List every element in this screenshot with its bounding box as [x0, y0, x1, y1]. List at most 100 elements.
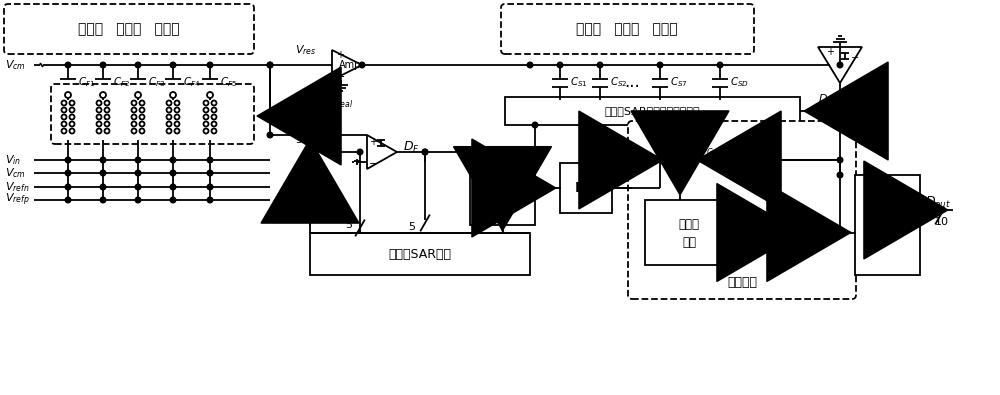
- Circle shape: [175, 128, 180, 134]
- Circle shape: [207, 197, 213, 203]
- Text: $V_{cm}$: $V_{cm}$: [5, 166, 26, 180]
- Circle shape: [212, 107, 216, 113]
- Circle shape: [204, 122, 208, 126]
- Text: Amp: Amp: [339, 60, 361, 70]
- Text: $G_{real}$: $G_{real}$: [328, 96, 354, 110]
- Circle shape: [100, 157, 106, 163]
- Text: 5: 5: [822, 237, 829, 246]
- Circle shape: [104, 100, 110, 105]
- Text: 5: 5: [408, 222, 415, 232]
- Circle shape: [135, 92, 141, 98]
- Text: $-$: $-$: [850, 51, 860, 61]
- Text: $V_{cm}$: $V_{cm}$: [5, 58, 26, 72]
- Circle shape: [135, 157, 141, 163]
- Circle shape: [170, 184, 176, 190]
- Text: $\otimes$: $\otimes$: [672, 151, 688, 169]
- Circle shape: [359, 62, 365, 68]
- Text: $D_S$: $D_S$: [818, 92, 833, 106]
- Circle shape: [212, 122, 216, 126]
- Circle shape: [837, 157, 843, 163]
- Circle shape: [212, 128, 216, 134]
- Circle shape: [212, 100, 216, 105]
- Bar: [560, 163, 612, 213]
- Circle shape: [166, 100, 172, 105]
- Text: $V_{refn}$: $V_{refn}$: [5, 180, 30, 194]
- Circle shape: [166, 115, 172, 120]
- Circle shape: [527, 62, 533, 68]
- Circle shape: [96, 107, 102, 113]
- Circle shape: [204, 115, 208, 120]
- Circle shape: [100, 197, 106, 203]
- Circle shape: [65, 157, 71, 163]
- Text: 第二级SAR逻辑以及开关阵列: 第二级SAR逻辑以及开关阵列: [604, 106, 700, 116]
- Text: PN: PN: [575, 181, 597, 195]
- Circle shape: [100, 62, 106, 68]
- Text: 检测器: 检测器: [492, 200, 513, 213]
- Text: 7: 7: [845, 118, 852, 128]
- Text: $V_{in}$: $V_{in}$: [5, 153, 21, 167]
- Circle shape: [104, 122, 110, 126]
- Circle shape: [104, 128, 110, 134]
- Circle shape: [207, 184, 213, 190]
- Circle shape: [65, 197, 71, 203]
- Text: $D_{out}$: $D_{out}$: [925, 194, 951, 210]
- Circle shape: [170, 197, 176, 203]
- Circle shape: [140, 100, 144, 105]
- Text: 最高位   第一级   最低位: 最高位 第一级 最低位: [78, 22, 180, 36]
- Circle shape: [140, 128, 144, 134]
- Circle shape: [62, 128, 66, 134]
- Circle shape: [135, 62, 141, 68]
- Circle shape: [132, 128, 136, 134]
- Circle shape: [175, 122, 180, 126]
- Circle shape: [207, 170, 213, 176]
- Text: $C_{F3}$: $C_{F3}$: [148, 75, 165, 89]
- Text: $C_{S2}$: $C_{S2}$: [610, 75, 628, 89]
- Text: $C_{F4}$: $C_{F4}$: [183, 75, 201, 89]
- Text: 5: 5: [295, 135, 302, 145]
- Text: $C_{F1}$: $C_{F1}$: [78, 75, 95, 89]
- Circle shape: [422, 149, 428, 155]
- Text: 平均: 平均: [682, 236, 696, 249]
- Circle shape: [207, 157, 213, 163]
- Circle shape: [62, 122, 66, 126]
- Text: 5: 5: [345, 220, 352, 230]
- Text: $V_{refp}$: $V_{refp}$: [5, 192, 30, 208]
- Circle shape: [100, 184, 106, 190]
- Circle shape: [140, 115, 144, 120]
- Circle shape: [837, 230, 843, 235]
- Bar: [855, 175, 920, 275]
- Circle shape: [70, 107, 74, 113]
- Circle shape: [175, 107, 180, 113]
- Circle shape: [204, 107, 208, 113]
- Text: $C_{S1}$: $C_{S1}$: [570, 75, 588, 89]
- Circle shape: [135, 170, 141, 176]
- Text: 10: 10: [935, 217, 949, 227]
- Text: $C_{F5}$: $C_{F5}$: [220, 75, 237, 89]
- Circle shape: [267, 62, 273, 68]
- Circle shape: [62, 115, 66, 120]
- Circle shape: [140, 122, 144, 126]
- Circle shape: [657, 62, 663, 68]
- Text: 最高位   第二级   最低位: 最高位 第二级 最低位: [576, 22, 678, 36]
- Text: 第一级SAR逻辑: 第一级SAR逻辑: [388, 248, 452, 260]
- Text: $C_{S7}$: $C_{S7}$: [670, 75, 688, 89]
- Circle shape: [65, 62, 71, 68]
- Circle shape: [667, 147, 693, 173]
- Circle shape: [132, 122, 136, 126]
- Circle shape: [132, 100, 136, 105]
- Bar: [470, 163, 535, 225]
- Circle shape: [96, 115, 102, 120]
- FancyBboxPatch shape: [4, 4, 254, 54]
- Circle shape: [140, 107, 144, 113]
- Text: 累加取: 累加取: [678, 218, 700, 231]
- Circle shape: [717, 62, 723, 68]
- Circle shape: [166, 107, 172, 113]
- Circle shape: [207, 92, 213, 98]
- FancyBboxPatch shape: [628, 121, 856, 299]
- Text: $V_{res}$: $V_{res}$: [295, 43, 316, 57]
- Text: $D_F$: $D_F$: [403, 139, 420, 154]
- Circle shape: [207, 62, 213, 68]
- FancyBboxPatch shape: [51, 84, 254, 144]
- Circle shape: [267, 62, 273, 68]
- Circle shape: [100, 92, 106, 98]
